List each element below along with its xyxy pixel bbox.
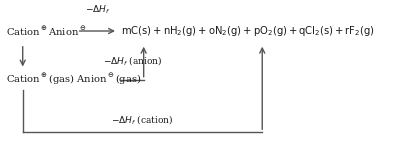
Text: $-\Delta H_f$: $-\Delta H_f$ bbox=[84, 3, 110, 16]
Text: $-\Delta H_f$ (cation): $-\Delta H_f$ (cation) bbox=[111, 113, 174, 126]
Text: Cation$^\oplus$Anion$^\ominus$: Cation$^\oplus$Anion$^\ominus$ bbox=[6, 24, 86, 38]
Text: $\mathrm{mC(s) + nH_2(g) + oN_2(g) + pO_2(g) + qCl_2(s) + rF_2(g)}$: $\mathrm{mC(s) + nH_2(g) + oN_2(g) + pO_… bbox=[121, 24, 375, 38]
Text: Cation$^\oplus$(gas) Anion$^\ominus$(gas): Cation$^\oplus$(gas) Anion$^\ominus$(gas… bbox=[6, 72, 142, 87]
Text: $-\Delta H_f$ (anion): $-\Delta H_f$ (anion) bbox=[103, 54, 162, 67]
